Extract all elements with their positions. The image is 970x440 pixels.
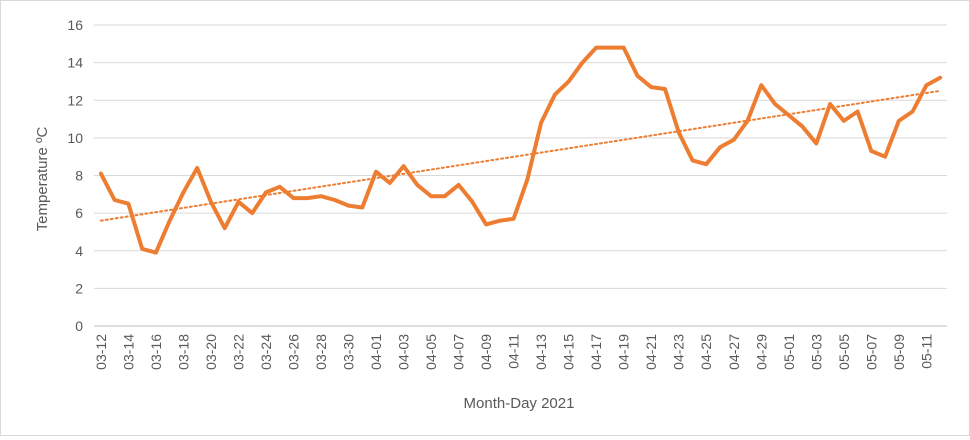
x-tick-label: 04-01 xyxy=(368,334,384,370)
y-tick-label: 0 xyxy=(75,318,83,334)
x-tick-label: 03-24 xyxy=(258,334,274,370)
x-tick-label: 03-16 xyxy=(148,334,164,370)
y-tick-label: 4 xyxy=(75,243,83,259)
x-tick-label: 05-01 xyxy=(781,334,797,370)
x-tick-label: 04-15 xyxy=(561,334,577,370)
x-tick-label: 03-18 xyxy=(175,334,191,370)
x-tick-label: 04-07 xyxy=(451,334,467,370)
x-tick-label: 03-20 xyxy=(203,334,219,370)
x-tick-label: 03-30 xyxy=(341,334,357,370)
x-tick-label: 04-09 xyxy=(478,334,494,370)
x-tick-label: 04-25 xyxy=(698,334,714,370)
x-tick-label: 04-03 xyxy=(396,334,412,370)
series-layer xyxy=(101,48,940,253)
y-axis-ticks: 0 2 4 6 8 10 12 14 16 xyxy=(67,17,83,334)
x-tick-label: 04-11 xyxy=(506,334,522,369)
x-tick-label: 03-12 xyxy=(93,334,109,370)
x-tick-label: 04-27 xyxy=(726,334,742,370)
y-tick-label: 2 xyxy=(75,280,83,296)
x-axis-label: Month-Day 2021 xyxy=(464,395,575,412)
x-tick-label: 04-17 xyxy=(588,334,604,370)
series-line-0 xyxy=(101,48,940,253)
x-tick-label: 03-28 xyxy=(313,334,329,370)
y-tick-label: 14 xyxy=(67,55,83,71)
x-tick-label: 05-07 xyxy=(863,334,879,370)
y-tick-label: 16 xyxy=(67,17,83,33)
x-tick-label: 04-29 xyxy=(753,334,769,370)
x-tick-label: 03-22 xyxy=(230,334,246,370)
x-tick-label: 04-23 xyxy=(671,334,687,370)
y-tick-label: 6 xyxy=(75,205,83,221)
y-tick-label: 12 xyxy=(67,92,83,108)
x-tick-label: 03-14 xyxy=(120,334,136,370)
x-tick-label: 04-13 xyxy=(533,334,549,370)
gridlines xyxy=(94,25,947,326)
x-tick-label: 05-03 xyxy=(808,334,824,370)
x-tick-label: 05-05 xyxy=(836,334,852,370)
x-tick-label: 03-26 xyxy=(285,334,301,370)
y-tick-label: 10 xyxy=(67,130,83,146)
x-tick-label: 04-19 xyxy=(616,334,632,370)
x-tick-label: 05-11 xyxy=(918,334,934,369)
y-axis-label: Temperature ºC xyxy=(34,126,51,231)
x-tick-label: 04-05 xyxy=(423,334,439,370)
x-tick-label: 04-21 xyxy=(643,334,659,370)
y-tick-label: 8 xyxy=(75,168,83,184)
x-tick-label: 05-09 xyxy=(891,334,907,370)
x-axis-ticks: 03-12 03-14 03-16 03-18 03-20 03-22 03-24 03-26… xyxy=(93,334,934,370)
